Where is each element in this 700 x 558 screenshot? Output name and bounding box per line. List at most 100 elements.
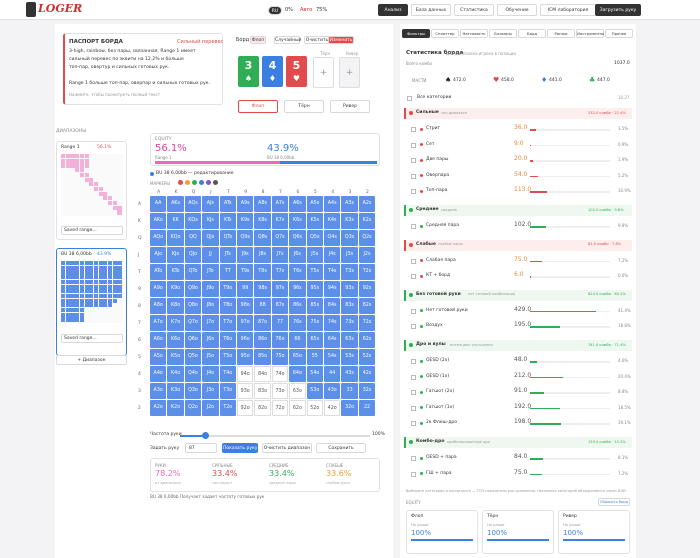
hand-cell[interactable]: K5s [306,213,323,229]
street-button[interactable]: Тёрн [284,100,324,113]
hand-cell[interactable]: 86s [289,298,306,314]
hand-cell[interactable]: ATs [219,196,236,212]
hand-cell[interactable]: KTo [167,264,184,280]
hand-cell[interactable]: QTo [184,264,202,280]
hand-cell[interactable]: A4o [150,366,167,382]
hand-cell[interactable]: 75o [271,349,289,365]
hand-cell[interactable]: 43o [324,383,341,399]
stats-tab[interactable]: Сплиттер [431,29,459,38]
hand-cell[interactable]: T3o [219,383,236,399]
hand-cell[interactable]: 73o [271,383,289,399]
hand-cell[interactable]: 87s [271,298,289,314]
hand-cell[interactable]: 95o [237,349,254,365]
nav-button[interactable]: Анализ [378,4,408,16]
hand-cell[interactable]: 92s [358,281,376,297]
hand-cell[interactable]: 77 [271,315,289,331]
hand-cell[interactable]: 98o [237,298,254,314]
hand-cell[interactable]: Q7o [184,315,202,331]
hand-cell[interactable]: Q2s [358,230,376,246]
hand-cell[interactable]: T9o [219,281,236,297]
nav-button[interactable]: Обучение [497,4,537,16]
hand-cell[interactable]: A3o [150,383,167,399]
upload-button[interactable]: Загрузить руку [595,4,641,16]
hand-cell[interactable]: A4s [324,196,341,212]
nav-button[interactable]: Статистика [454,4,494,16]
hand-cell[interactable]: K3s [341,213,358,229]
nav-button[interactable]: ICM лаборатория [540,4,596,16]
hand-cell[interactable]: 96s [289,281,306,297]
control-button[interactable]: Очистить диапазон [262,443,312,453]
hand-cell[interactable]: 22 [358,400,376,416]
hand-cell[interactable]: 87o [254,315,271,331]
hand-cell[interactable]: J5s [306,247,323,263]
stats-tab[interactable]: Фильтры [402,29,430,38]
hand-cell[interactable]: 74o [271,366,289,382]
hand-cell[interactable]: 98s [254,281,271,297]
hand-cell[interactable]: 65s [306,332,323,348]
hand-cell[interactable]: K7o [167,315,184,331]
hand-cell[interactable]: 83s [341,298,358,314]
hand-cell[interactable]: K2s [358,213,376,229]
hand-cell[interactable]: 72o [271,400,289,416]
hand-cell[interactable]: T2o [219,400,236,416]
board-button[interactable]: Случайный [274,36,302,44]
hand-cell[interactable]: K7s [271,213,289,229]
eq-button[interactable]: Сбросить борд [598,498,630,506]
hand-cell[interactable]: T6o [219,332,236,348]
hand-cell[interactable]: 52s [358,349,376,365]
hand-cell[interactable]: K2o [167,400,184,416]
hand-cell[interactable]: Q9o [184,281,202,297]
hand-cell[interactable]: Q6s [289,230,306,246]
street-button[interactable]: Флоп [238,100,278,113]
hand-cell[interactable]: 93o [237,383,254,399]
hand-cell[interactable]: T6s [289,264,306,280]
hand-cell[interactable]: 97s [271,281,289,297]
hand-cell[interactable]: J2o [202,400,219,416]
stats-tab[interactable]: Ранжи [547,29,575,38]
nav-button[interactable]: База данных [411,4,451,16]
hand-cell[interactable]: 64s [324,332,341,348]
hand-cell[interactable]: AKo [150,213,167,229]
hand-cell[interactable]: J4o [202,366,219,382]
hand-cell[interactable]: KK [167,213,184,229]
hand-cell[interactable]: A5o [150,349,167,365]
hand-cell[interactable]: Q8s [254,230,271,246]
hand-cell[interactable]: K8o [167,298,184,314]
hand-cell[interactable]: 53s [341,349,358,365]
hand-cell[interactable]: 62o [289,400,306,416]
hand-cell[interactable]: J6s [289,247,306,263]
hand-cell[interactable]: 32s [358,383,376,399]
hand-cell[interactable]: 32o [341,400,358,416]
hand-cell[interactable]: K3o [167,383,184,399]
hand-cell[interactable]: Q9s [237,230,254,246]
hand-cell[interactable]: 93s [341,281,358,297]
hand-cell[interactable]: 82o [254,400,271,416]
hand-cell[interactable]: K5o [167,349,184,365]
hand-cell[interactable]: T8s [254,264,271,280]
street-button[interactable]: Ривер [330,100,370,113]
hand-cell[interactable]: 94o [237,366,254,382]
hand-cell[interactable]: 55 [306,349,323,365]
hand-cell[interactable]: 84o [254,366,271,382]
hand-cell[interactable]: 65o [289,349,306,365]
board-button[interactable]: Флоп [250,36,266,44]
hand-cell[interactable]: A2o [150,400,167,416]
hand-cell[interactable]: 33 [341,383,358,399]
hand-cell[interactable]: QQ [184,230,202,246]
hand-cell[interactable]: 42s [358,366,376,382]
board-button[interactable]: Изменить [328,36,354,44]
control-button[interactable]: Показать руку [222,443,258,453]
hand-cell[interactable]: KJs [202,213,219,229]
hand-cell[interactable]: A5s [306,196,323,212]
hand-cell[interactable]: Q7s [271,230,289,246]
hand-cell[interactable]: J2s [358,247,376,263]
hand-cell[interactable]: J8s [254,247,271,263]
hand-cell[interactable]: K4o [167,366,184,382]
hand-cell[interactable]: J6o [202,332,219,348]
hand-cell[interactable]: 95s [306,281,323,297]
hand-cell[interactable]: Q5s [306,230,323,246]
hand-cell[interactable]: 85o [254,349,271,365]
hand-cell[interactable]: J4s [324,247,341,263]
hand-cell[interactable]: 76s [289,315,306,331]
hand-cell[interactable]: T7o [219,315,236,331]
